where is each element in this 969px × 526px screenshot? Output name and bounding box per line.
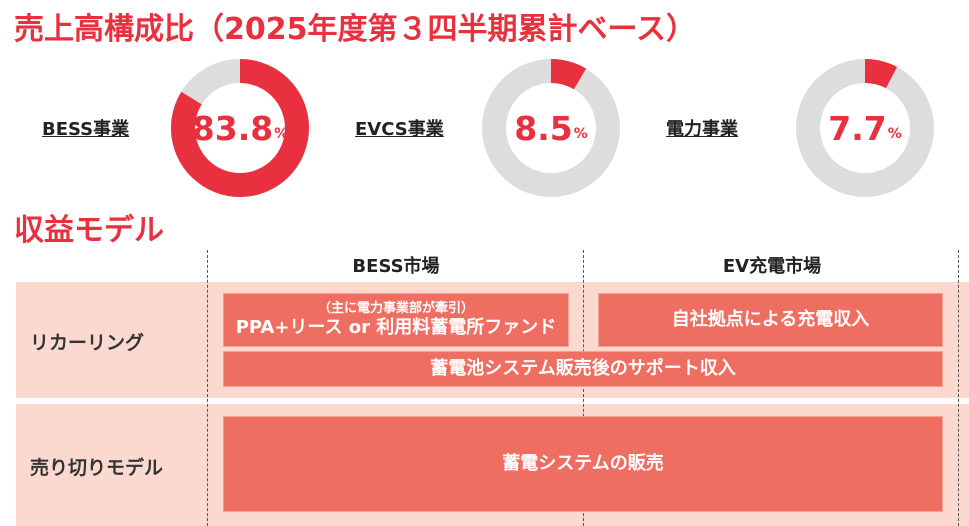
segment-label-bess: BESS事業 xyxy=(42,119,130,140)
segment-label-evcs: EVCS事業 xyxy=(355,119,444,140)
donut-percent-bess: 83.8% xyxy=(170,58,310,198)
row-label-recurring: リカーリング xyxy=(30,332,145,354)
divider-line-mid xyxy=(583,250,584,526)
box-charging-revenue: 自社拠点による充電収入 xyxy=(598,293,943,347)
donut-percent-evcs: 8.5% xyxy=(481,58,621,198)
donut-svg-bess xyxy=(171,59,309,197)
donut-chart-bess: 83.8% xyxy=(170,58,310,198)
donut-arc-power xyxy=(864,59,898,89)
revenue-model-title: 収益モデル xyxy=(14,213,164,248)
box-ppa-lease-label: PPA+リース or 利用料蓄電所ファンド xyxy=(235,317,557,338)
donut-arc-bess xyxy=(171,59,309,197)
donut-percent-power: 7.7% xyxy=(795,58,935,198)
donut-svg-power xyxy=(796,59,934,197)
box-support-revenue: 蓄電池システム販売後のサポート収入 xyxy=(223,351,943,387)
segment-label-power: 電力事業 xyxy=(666,119,738,140)
box-support-revenue-label: 蓄電池システム販売後のサポート収入 xyxy=(430,358,736,379)
box-system-sales-label: 蓄電システムの販売 xyxy=(502,453,664,474)
box-charging-revenue-label: 自社拠点による充電収入 xyxy=(671,309,870,330)
box-system-sales: 蓄電システムの販売 xyxy=(223,416,943,512)
donut-chart-power: 7.7% xyxy=(795,58,935,198)
donut-unit-evcs: % xyxy=(573,126,588,142)
sales-composition-title: 売上高構成比（2025年度第３四半期累計ベース） xyxy=(14,12,696,47)
donut-chart-evcs: 8.5% xyxy=(481,58,621,198)
donut-svg-evcs xyxy=(482,59,620,197)
column-header-bess: BESS市場 xyxy=(352,256,440,277)
box-ppa-lease-note: （主に電力事業部が牽引） xyxy=(317,301,474,316)
donut-value-power: 7.7 xyxy=(828,108,887,148)
row-label-one-time: 売り切りモデル xyxy=(30,457,164,479)
divider-line-left xyxy=(207,250,208,526)
donut-value-bess: 83.8 xyxy=(191,108,274,148)
divider-line-right xyxy=(958,250,959,526)
donut-unit-bess: % xyxy=(274,126,289,142)
box-ppa-lease: （主に電力事業部が牽引） PPA+リース or 利用料蓄電所ファンド xyxy=(223,293,569,347)
donut-unit-power: % xyxy=(887,126,902,142)
donut-arc-evcs xyxy=(550,59,587,90)
donut-value-evcs: 8.5 xyxy=(514,108,573,148)
column-header-ev: EV充電市場 xyxy=(722,256,822,277)
